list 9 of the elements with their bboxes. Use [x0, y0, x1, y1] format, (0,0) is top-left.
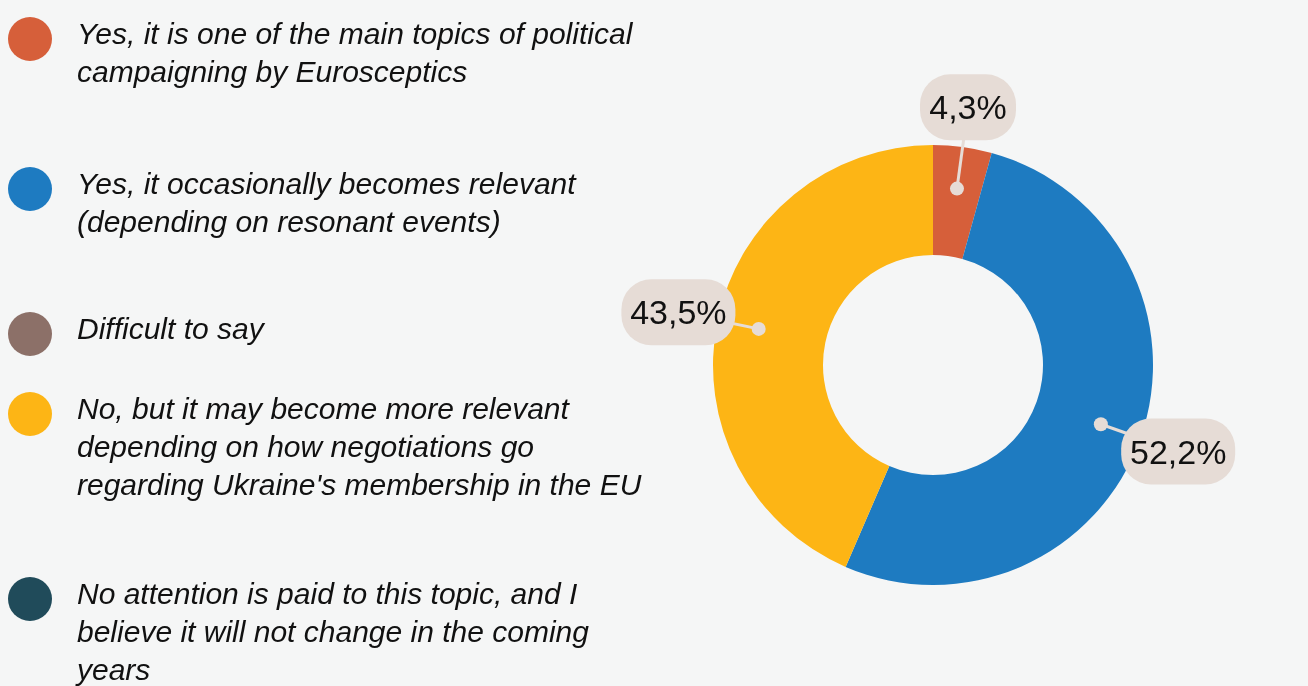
legend-label: Difficult to say [77, 312, 264, 345]
data-label: 43,5% [630, 293, 727, 332]
donut-slice [933, 145, 992, 259]
legend-label: Yes, it occasionally becomes relevant (depending on resonant events) [77, 166, 578, 240]
legend-label: Yes, it is one of the main topics of political campaigning by Eurosceptics [77, 16, 634, 90]
data-label: 4,3% [929, 88, 1007, 127]
legend-label: No, but it may become more relevant depending on how negotiations go regarding Ukraine's membership in the EU [77, 391, 643, 503]
legend-label: No attention is paid to this topic, and I believe it will not change in the coming years [77, 576, 590, 686]
data-label: 52,2% [1129, 432, 1227, 471]
